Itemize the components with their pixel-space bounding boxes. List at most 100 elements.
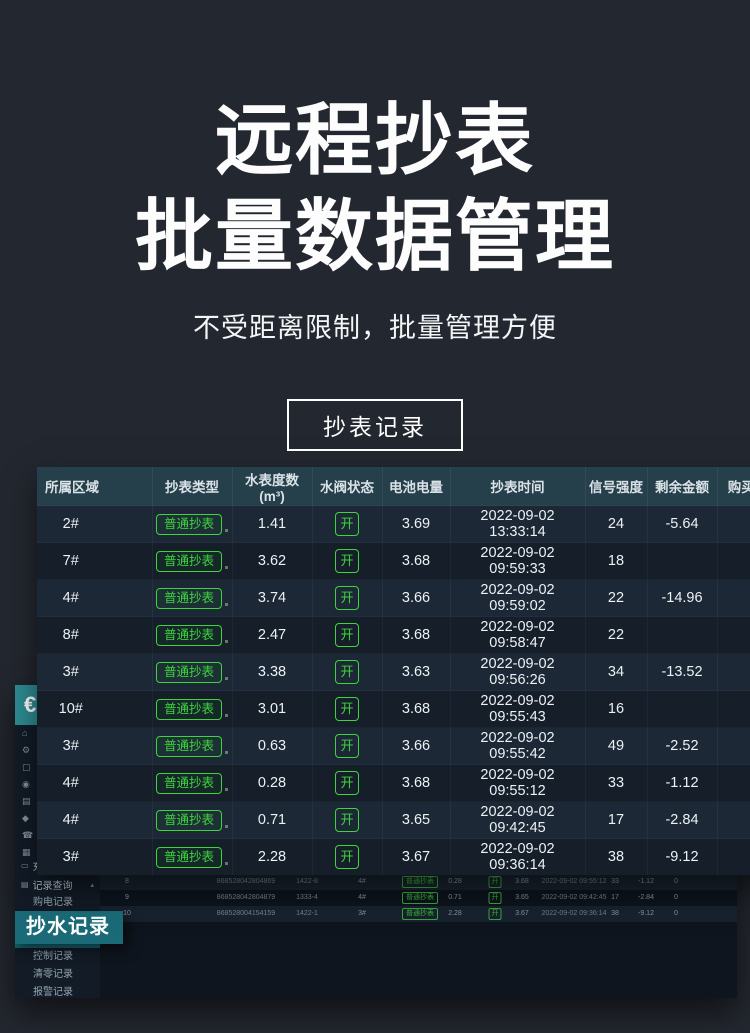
valve-open-badge: 开 — [335, 734, 359, 758]
valve-open-badge: 开 — [335, 549, 359, 573]
balance-cell: -1.12 — [647, 764, 718, 802]
battery-cell: 3.68 — [382, 542, 451, 580]
submenu-item[interactable]: 清零记录 — [15, 966, 100, 984]
reading-cell: 0.71 — [232, 801, 313, 839]
mini-balance: -1.12 — [638, 878, 654, 885]
battery-cell: 3.69 — [382, 505, 451, 543]
purchase-cell: 0 — [717, 616, 750, 654]
column-header: 抄表类型 — [152, 467, 233, 506]
type-cell: 普通抄表 — [152, 727, 233, 765]
submenu-item[interactable]: 购电记录 — [15, 894, 100, 912]
balance-cell: -5.64 — [647, 505, 718, 543]
submenu-item[interactable]: 控制记录 — [15, 948, 100, 966]
mini-time: 2022-09-02 09:42:45 — [541, 894, 607, 901]
area-cell: 4# — [37, 764, 153, 802]
mini-meter-type-badge: 普通抄表 — [402, 876, 438, 888]
valve-cell: 开 — [312, 542, 383, 580]
mini-purchase: 0 — [674, 894, 678, 901]
reading-cell: 0.28 — [232, 764, 313, 802]
submenu-item-label: 控制记录 — [33, 951, 73, 962]
mini-area: 4# — [358, 878, 366, 885]
table-row: 3# 普通抄表 2.28 开 3.67 2022-09-02 09:36:14 … — [37, 838, 750, 875]
purchase-cell: 0 — [717, 653, 750, 691]
battery-cell: 3.66 — [382, 727, 451, 765]
badge-artifact-dot — [225, 861, 228, 865]
balance-cell: -14.96 — [647, 579, 718, 617]
balance-cell — [647, 690, 718, 728]
mini-battery: 3.68 — [515, 878, 529, 885]
mini-signal: 38 — [611, 910, 619, 917]
area-cell: 4# — [37, 801, 153, 839]
battery-cell: 3.68 — [382, 764, 451, 802]
area-cell: 3# — [37, 653, 153, 691]
badge-artifact-dot — [225, 565, 228, 569]
area-cell: 4# — [37, 579, 153, 617]
signal-cell: 17 — [585, 801, 648, 839]
reading-cell: 2.28 — [232, 838, 313, 875]
water-drop-icon: ◆ — [22, 813, 29, 823]
valve-open-badge: 开 — [335, 586, 359, 610]
time-cell: 2022-09-02 09:55:42 — [450, 727, 586, 765]
balance-cell — [647, 616, 718, 654]
menu-item[interactable]: ▤ 记录查询 ▴ — [15, 875, 100, 894]
valve-cell: 开 — [312, 764, 383, 802]
badge-artifact-dot — [225, 787, 228, 791]
page-title-line2: 批量数据管理 — [134, 192, 615, 280]
mini-table-row: 9 868528042804879 1333-4 4# 普通抄表 0.71 开 … — [100, 890, 737, 906]
battery-cell: 3.63 — [382, 653, 451, 691]
meter-type-badge: 普通抄表 — [155, 772, 222, 794]
balance-cell: -9.12 — [647, 838, 718, 875]
badge-artifact-dot — [225, 750, 228, 754]
valve-cell: 开 — [312, 579, 383, 617]
balance-cell — [647, 542, 718, 580]
submenu-item-label: 报警记录 — [33, 987, 73, 998]
time-cell: 2022-09-02 09:55:12 — [450, 764, 586, 802]
table-row: 4# 普通抄表 0.71 开 3.65 2022-09-02 09:42:45 … — [37, 801, 750, 839]
badge-artifact-dot — [225, 824, 228, 828]
mini-time: 2022-09-02 09:55:12 — [541, 878, 607, 885]
time-cell: 2022-09-02 09:55:43 — [450, 690, 586, 728]
reading-cell: 3.38 — [232, 653, 313, 691]
menu-item-label: 记录查询 — [32, 881, 73, 892]
meter-type-badge: 普通抄表 — [155, 587, 222, 609]
valve-open-badge: 开 — [335, 771, 359, 795]
badge-artifact-dot — [225, 528, 228, 532]
submenu-item[interactable]: 报警记录 — [15, 984, 100, 998]
page-title-line1: 远程抄表 — [214, 96, 535, 184]
valve-open-badge: 开 — [335, 660, 359, 684]
type-cell: 普通抄表 — [152, 764, 233, 802]
area-cell: 8# — [37, 616, 153, 654]
mini-balance: -9.12 — [638, 910, 654, 917]
type-cell: 普通抄表 — [152, 505, 233, 543]
table-row: 4# 普通抄表 0.28 开 3.68 2022-09-02 09:55:12 … — [37, 764, 750, 802]
chevron-icon: ▴ — [90, 881, 94, 889]
table-row: 7# 普通抄表 3.62 开 3.68 2022-09-02 09:59:33 … — [37, 542, 750, 580]
reading-cell: 3.74 — [232, 579, 313, 617]
balance-cell: -13.52 — [647, 653, 718, 691]
type-cell: 普通抄表 — [152, 690, 233, 728]
battery-cell: 3.65 — [382, 801, 451, 839]
time-cell: 2022-09-02 09:59:33 — [450, 542, 586, 580]
settings-icon: ⚙ — [22, 745, 31, 755]
meter-type-badge: 普通抄表 — [155, 698, 222, 720]
submenu-item-label: 购电记录 — [33, 897, 73, 908]
mini-reading: 0.28 — [448, 878, 462, 885]
phone-icon: ☎ — [22, 830, 34, 840]
mini-room-no: 1422-1 — [296, 910, 318, 917]
mini-meter-no: 868528004154159 — [216, 910, 276, 917]
battery-cell: 3.66 — [382, 579, 451, 617]
meter-type-badge: 普通抄表 — [155, 846, 222, 868]
mini-area: 3# — [358, 910, 366, 917]
battery-cell: 3.67 — [382, 838, 451, 875]
type-cell: 普通抄表 — [152, 653, 233, 691]
meter-type-badge: 普通抄表 — [155, 624, 222, 646]
valve-open-badge: 开 — [335, 623, 359, 647]
mini-row-number: 9 — [125, 894, 129, 901]
type-cell: 普通抄表 — [152, 542, 233, 580]
time-cell: 2022-09-02 09:42:45 — [450, 801, 586, 839]
mini-reading: 2.28 — [448, 910, 462, 917]
signal-cell: 16 — [585, 690, 648, 728]
mini-row-number: 10 — [123, 910, 131, 917]
badge-artifact-dot — [225, 676, 228, 680]
